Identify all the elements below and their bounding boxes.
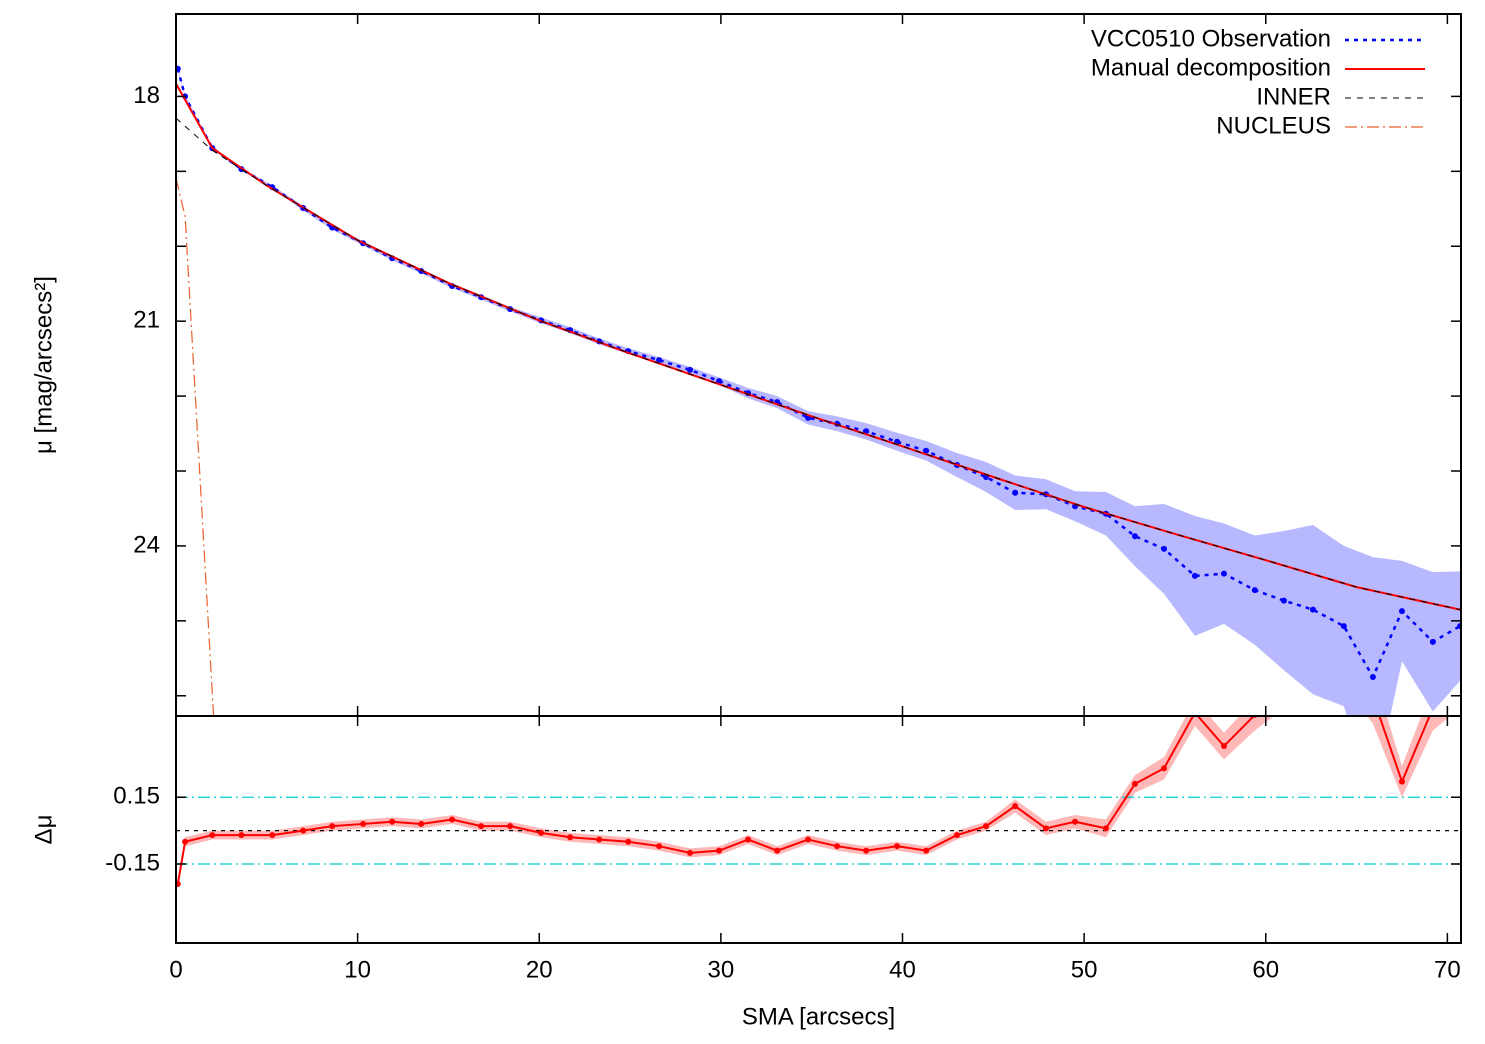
axes-frame [175,715,1462,944]
data-point [176,881,181,888]
data-point [863,847,870,854]
data-point [1369,674,1376,681]
data-point [538,829,545,836]
x-tick-label: 60 [1252,956,1279,983]
x-tick-label: 0 [169,956,182,983]
x-tick-label: 70 [1434,956,1461,983]
data-point [1102,825,1109,832]
data-point [774,847,781,854]
error-band [177,716,1451,889]
data-point [983,823,990,830]
series-line [176,177,215,716]
error-band [177,67,1461,716]
data-point [300,827,307,834]
data-point [1309,606,1316,613]
data-point [176,65,181,72]
data-point [656,843,663,850]
data-point [567,834,574,841]
data-point [360,820,367,827]
data-point [1131,780,1138,787]
x-tick-label: 10 [344,956,371,983]
data-point [894,843,901,850]
data-point [1042,825,1049,832]
x-tick-label: 50 [1071,956,1098,983]
data-point [745,836,752,843]
data-point [418,820,425,827]
data-point [1012,489,1019,496]
data-point [1398,608,1405,615]
y-axis-label: μ [mag/arcsecs²] [30,276,57,454]
data-point [1220,743,1227,750]
data-point [716,378,723,385]
data-point [1340,623,1347,630]
data-point [1191,572,1198,579]
data-point [1072,818,1079,825]
data-point [1192,710,1198,716]
data-point [687,366,693,373]
data-point [449,816,456,823]
data-point [1220,570,1227,577]
data-point [953,832,960,839]
data-point [834,843,841,850]
x-tick-label: 20 [526,956,553,983]
x-tick-label: 40 [889,956,916,983]
data-point [805,836,812,843]
data-point [1429,638,1436,645]
legend-label: Manual decomposition [1091,54,1331,81]
data-point [1161,545,1168,552]
plot-area [176,65,1461,716]
data-point [923,447,930,454]
data-point [209,832,216,839]
y-axis-label: Δμ [30,815,57,845]
data-point [1131,533,1138,540]
data-point [238,832,245,839]
data-point [389,818,396,825]
data-point [182,838,189,845]
data-point [1161,765,1168,772]
data-point [329,823,336,830]
x-tick-label: 30 [708,956,735,983]
data-point [716,847,723,854]
series-line [176,83,1461,611]
data-point [507,823,514,830]
data-point [687,849,693,856]
y-tick-label: 24 [133,531,160,558]
data-point [923,847,930,854]
data-point [1281,687,1287,693]
data-point [656,357,663,364]
data-point [625,838,632,845]
data-point [1012,803,1019,810]
legend-label: INNER [1256,83,1331,110]
legend-label: VCC0510 Observation [1091,25,1331,52]
legend-label: NUCLEUS [1216,112,1331,139]
data-point [596,836,603,843]
data-point [478,823,485,830]
y-tick-label: 0.15 [113,783,160,810]
data-point [1280,597,1287,604]
y-tick-label: -0.15 [105,849,160,876]
data-point [1251,587,1258,594]
y-tick-label: 21 [133,307,160,334]
data-point [269,832,276,839]
x-axis-label: SMA [arcsecs] [742,1003,895,1030]
data-point [1398,778,1405,785]
series-line [176,716,1431,885]
y-tick-label: 18 [133,82,160,109]
plot-area [176,687,1461,889]
